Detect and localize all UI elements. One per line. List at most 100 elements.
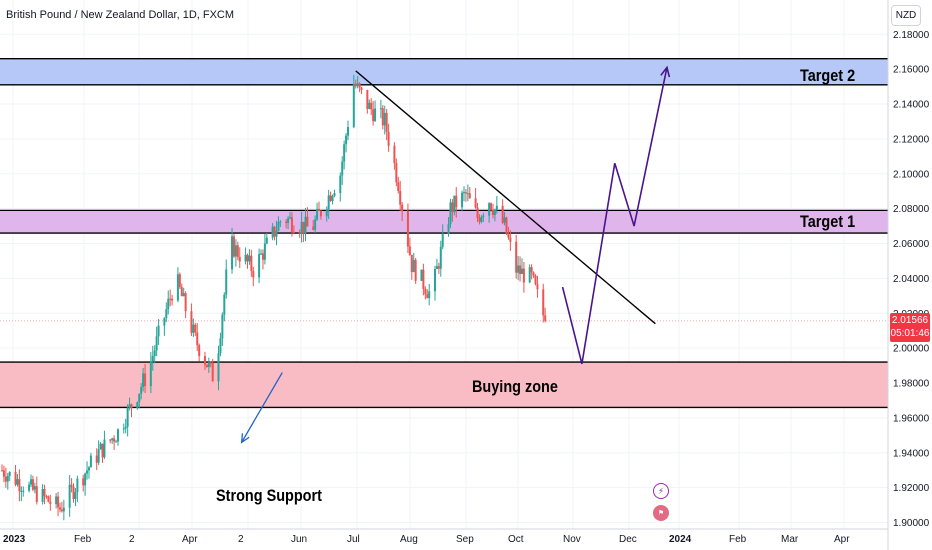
candle-down <box>252 270 255 278</box>
candle-down <box>43 489 46 497</box>
trendline <box>355 70 656 325</box>
candle-up <box>124 426 127 429</box>
candle-up <box>167 298 170 310</box>
candle-up <box>128 404 131 408</box>
candle-down <box>261 253 264 260</box>
price-axis[interactable]: 2.18000 2.16000 2.14000 2.12000 2.10000 2.080… <box>887 0 930 550</box>
candle-up <box>140 387 143 394</box>
zones <box>0 58 888 409</box>
candle-down <box>180 286 183 297</box>
candle-down <box>144 373 147 387</box>
candle-down <box>476 207 479 218</box>
time-tick-label: Oct <box>508 534 524 545</box>
candle-down <box>35 486 38 503</box>
buying-zone-label[interactable]: Buying zone <box>472 377 558 396</box>
candle-up <box>151 355 154 362</box>
candle-down <box>4 476 7 482</box>
candle-up <box>435 266 438 269</box>
candle-down <box>505 217 508 234</box>
candle-down <box>49 501 52 504</box>
candle-up <box>325 209 328 217</box>
candle-up <box>461 192 464 208</box>
time-tick-label: Feb <box>74 534 92 545</box>
candle-down <box>387 131 390 146</box>
countdown-timer: 05:01:46 <box>890 328 930 339</box>
candle-up <box>287 218 290 223</box>
candle-down <box>302 221 305 234</box>
time-tick-label: Feb <box>729 534 747 545</box>
last-price-tag: 2.01566 05:01:46 <box>890 313 930 342</box>
candle-up <box>89 455 92 468</box>
candle-up <box>488 203 491 216</box>
candle-up <box>97 449 100 463</box>
candle-down <box>205 364 208 368</box>
lightning-icon[interactable]: ⚡ <box>653 483 669 499</box>
candle-up <box>333 193 336 197</box>
candle-down <box>2 470 5 477</box>
flag-icon[interactable]: ⚑ <box>653 505 669 521</box>
candle-up <box>231 236 234 270</box>
candle-down <box>536 284 539 290</box>
last-price-value: 2.01566 <box>891 315 929 326</box>
currency-badge[interactable]: NZD <box>891 5 921 26</box>
candle-down <box>372 109 375 122</box>
price-tick-label: 2.16000 <box>893 65 930 76</box>
candle-down <box>422 269 425 289</box>
candle-down <box>246 254 249 262</box>
time-axis[interactable]: 2023 Feb 2 Apr 2 Jun Jul Aug Sep Oct Nov Dec 2024 Feb… <box>0 528 888 545</box>
candle-up <box>142 373 145 388</box>
time-tick-label: 2 <box>238 534 244 545</box>
candle-down <box>451 202 454 213</box>
candle-down <box>290 217 293 232</box>
candle-down <box>360 87 363 90</box>
target1-label[interactable]: Target 1 <box>800 212 856 231</box>
candle-up <box>221 314 224 339</box>
target2-label[interactable]: Target 2 <box>800 66 856 85</box>
time-tick-label: 2024 <box>669 534 692 545</box>
support-arrowhead <box>240 433 250 444</box>
candle-up <box>223 294 226 315</box>
candle-up <box>76 478 79 493</box>
time-tick-label: Jun <box>291 534 307 545</box>
candle-up <box>439 246 442 269</box>
buying-zone <box>0 362 888 408</box>
candle-up <box>441 233 444 247</box>
support-arrow <box>241 372 283 443</box>
candle-up <box>279 221 282 223</box>
candle-down <box>82 478 85 486</box>
candle-up <box>8 472 11 476</box>
time-tick-label: 2 <box>129 534 135 545</box>
candle-down <box>515 241 518 273</box>
candle-up <box>55 496 58 504</box>
candle-up <box>495 205 498 210</box>
candle-down <box>393 145 396 164</box>
strong-support-label[interactable]: Strong Support <box>216 486 322 505</box>
candle-down <box>329 195 332 201</box>
candle-up <box>379 108 382 110</box>
candle-down <box>410 254 413 273</box>
candle-down <box>18 479 21 492</box>
candle-down <box>58 507 61 510</box>
candle-down <box>424 288 427 295</box>
candle-up <box>163 317 166 326</box>
candle-up <box>428 291 431 299</box>
candle-up <box>115 441 118 443</box>
candle-down <box>203 356 206 365</box>
candle-down <box>47 496 50 502</box>
candle-up <box>22 490 25 492</box>
candle-up <box>341 161 344 176</box>
candle-down <box>113 438 116 442</box>
candle-up <box>304 216 307 234</box>
candle-down <box>95 455 98 463</box>
candle-down <box>408 246 411 255</box>
candle-down <box>306 216 309 227</box>
candle-up <box>383 112 386 126</box>
price-tick-label: 1.94000 <box>893 448 930 459</box>
price-tick-label: 2.00000 <box>893 344 930 355</box>
candle-up <box>74 492 77 499</box>
candle-up <box>87 467 90 471</box>
candle-down <box>250 255 253 271</box>
candle-up <box>176 274 179 301</box>
candle-up <box>20 490 23 492</box>
